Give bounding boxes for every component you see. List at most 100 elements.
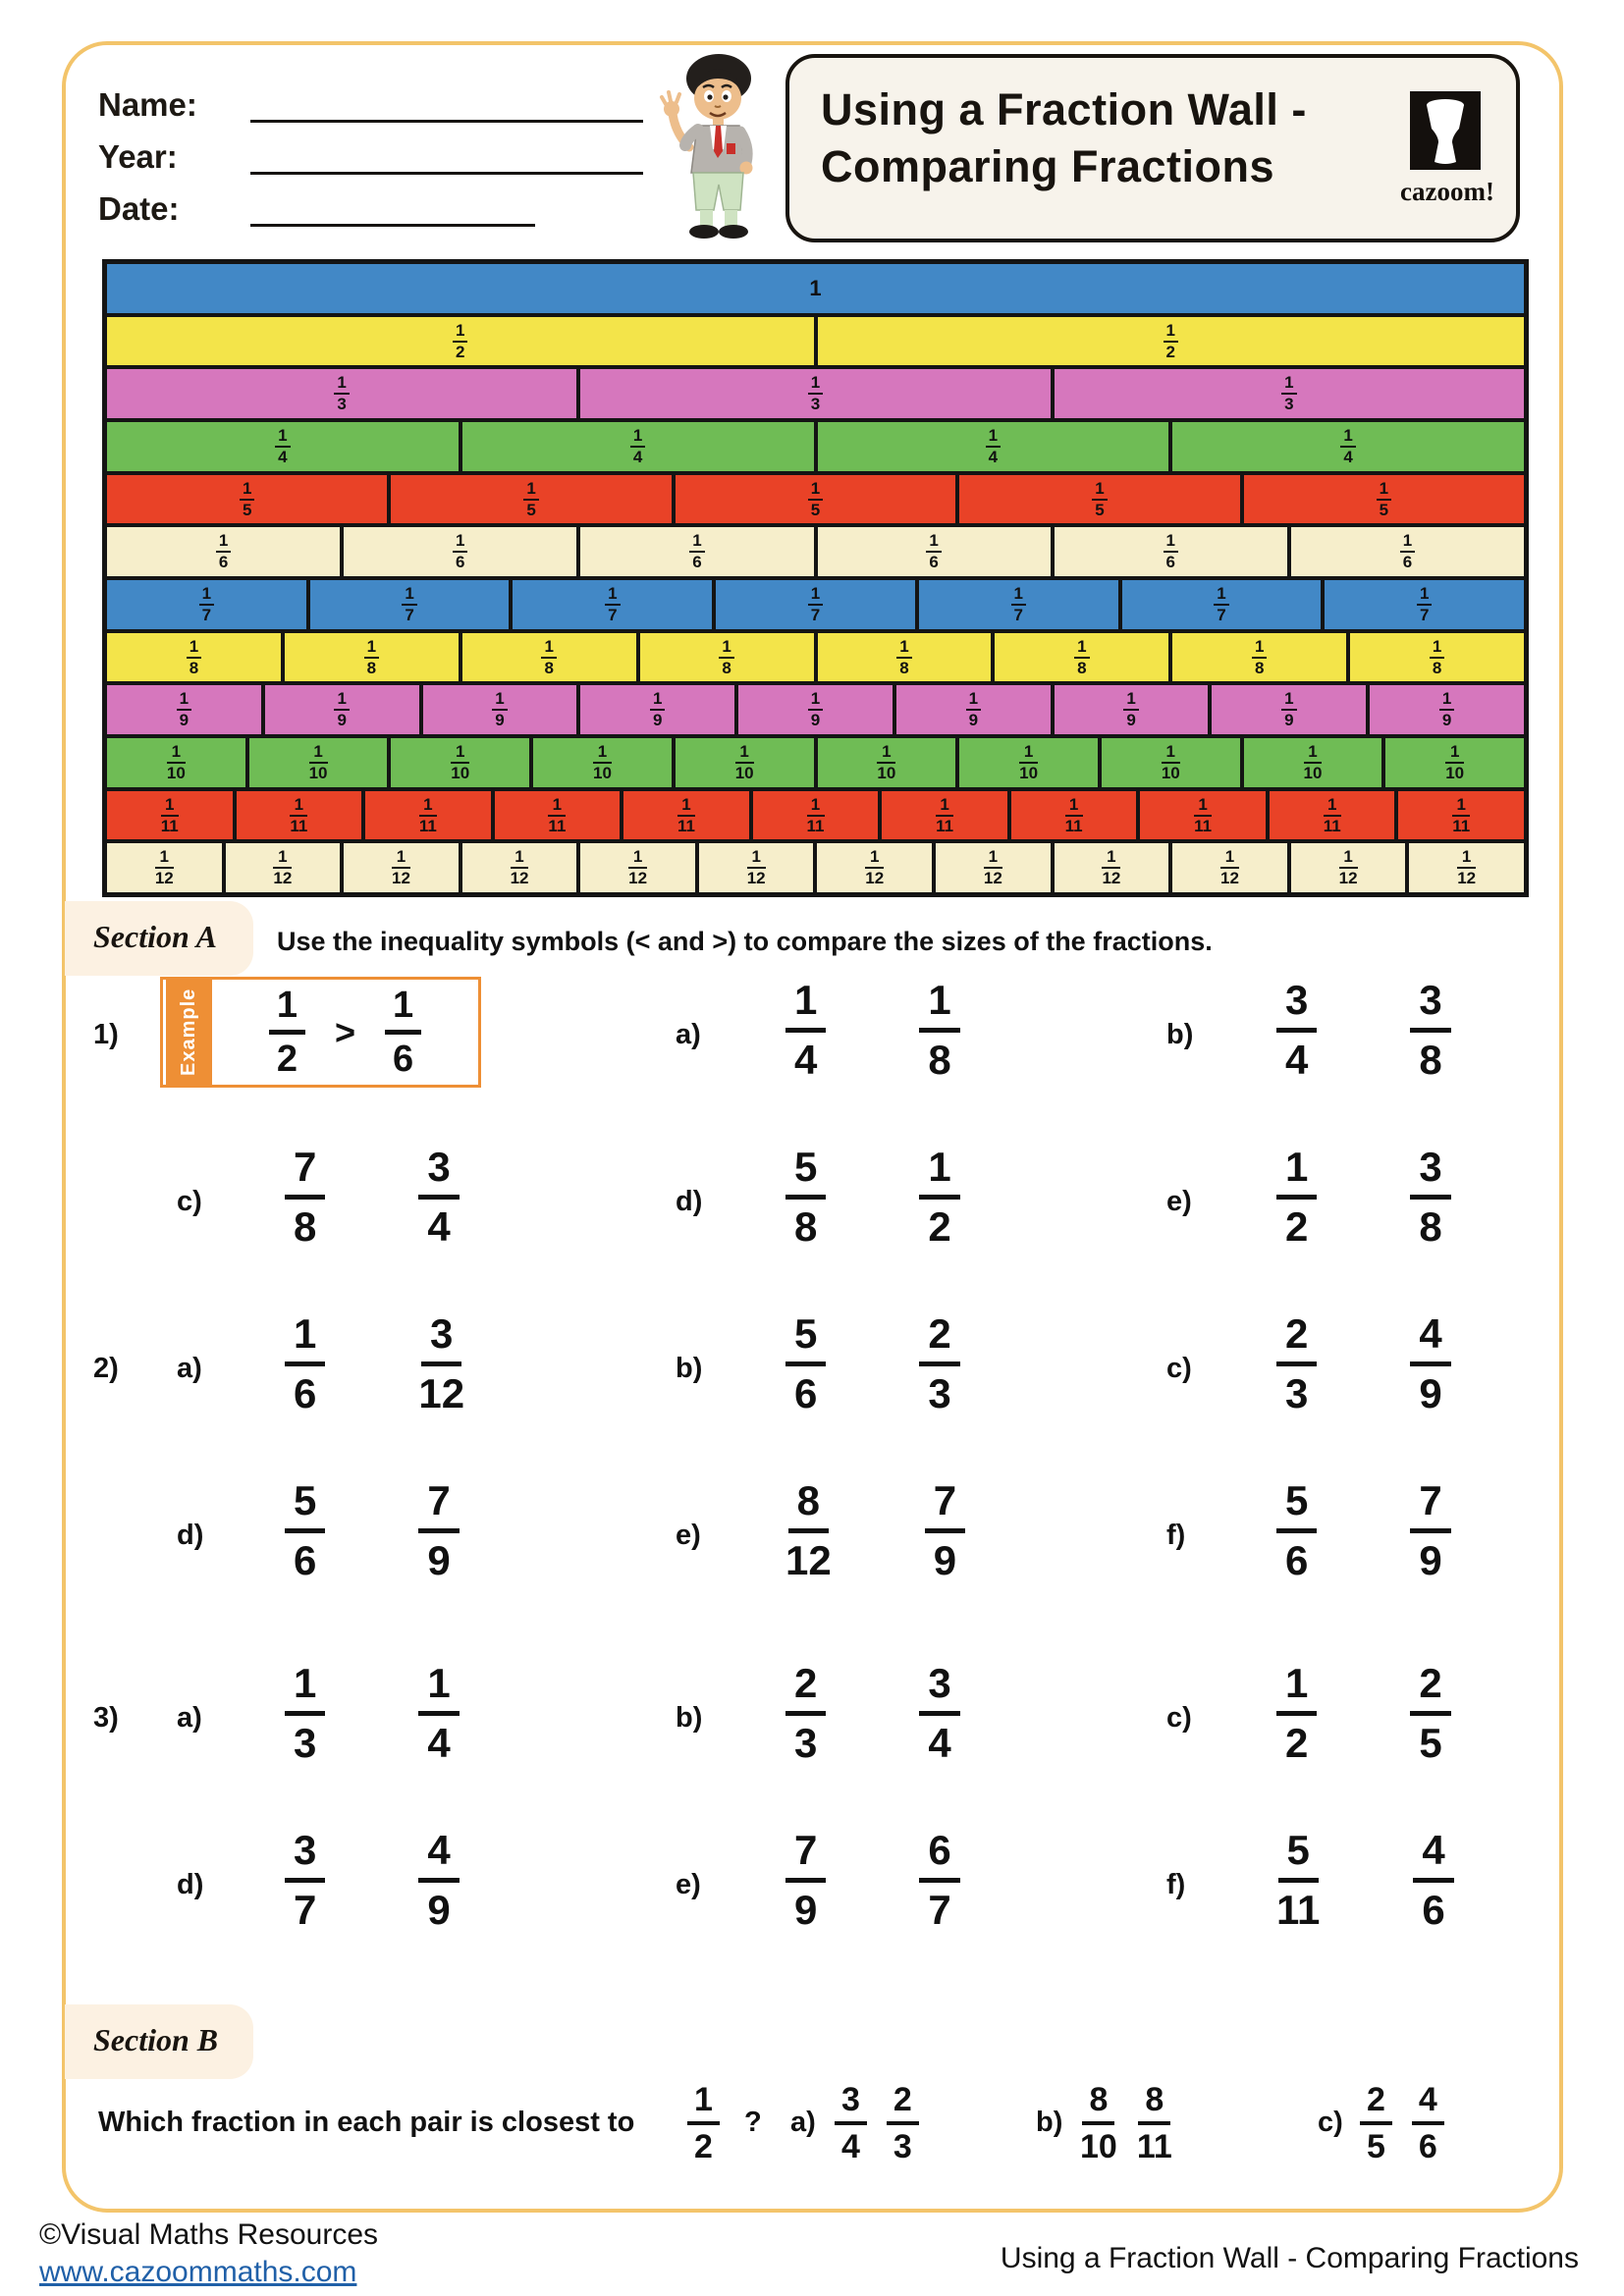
wall-fraction-denominator: 7	[405, 605, 414, 624]
problem-number: 1)	[93, 1019, 119, 1050]
problem-letter: f)	[1166, 1869, 1186, 1900]
wall-fraction-denominator: 2	[1165, 342, 1175, 361]
fraction-denominator: 4	[841, 2128, 860, 2165]
problem-row: 1) Example 1 2 >1 6 a) 1 4 1 8 b) 3 4 3 8	[0, 977, 1624, 1095]
wall-fraction-numerator: 1	[391, 848, 410, 870]
wall-cell: 1 11	[105, 788, 235, 842]
wall-fraction-denominator: 11	[806, 816, 825, 835]
wall-fraction-numerator: 1	[1214, 585, 1229, 606]
name-field-line[interactable]	[250, 120, 643, 123]
wall-cell: 1 12	[105, 841, 224, 895]
wall-row-12: 1 12 1 12 1 12 1 12 1 12 1 12 1 12 1 12 1 12 1 12 1 12 1 12	[105, 841, 1526, 895]
example-box: Example 1 2 >1 6	[160, 977, 481, 1088]
title-line1: Using a Fraction Wall -	[821, 84, 1307, 134]
wall-fraction-denominator: 12	[1102, 869, 1121, 888]
wall-fraction-denominator: 5	[1379, 500, 1389, 519]
wall-cell: 1 12	[1407, 841, 1526, 895]
wall-fraction-numerator: 1	[806, 795, 825, 817]
fraction-numerator: 8	[1138, 2083, 1171, 2125]
wall-label-fraction: 1 10	[734, 743, 754, 782]
wall-fraction-numerator: 1	[215, 532, 232, 554]
wall-label-fraction: 1 10	[166, 743, 186, 782]
wall-fraction-numerator: 1	[719, 637, 734, 659]
fraction-denominator: 6	[393, 1039, 414, 1080]
fraction-numerator: 3	[835, 2083, 867, 2125]
year-field-line[interactable]	[250, 172, 643, 175]
wall-fraction-numerator: 1	[807, 585, 824, 606]
problem-letter: c)	[1166, 1353, 1192, 1384]
wall-fraction-numerator: 1	[1194, 795, 1213, 817]
wall-label-fraction: 1 11	[1323, 795, 1341, 835]
example-content: 1 2 >1 6	[212, 980, 478, 1085]
wall-fraction-denominator: 8	[1077, 658, 1087, 677]
wall-fraction-numerator: 1	[1074, 637, 1090, 659]
fraction-denominator: 4	[1285, 1037, 1309, 1083]
wall-cell: 1 12	[934, 841, 1053, 895]
wall-fraction-denominator: 11	[677, 816, 695, 835]
wall-fraction-denominator: 9	[337, 711, 347, 730]
wall-fraction-numerator: 1	[1251, 637, 1268, 659]
footer-website-link[interactable]: www.cazoommaths.com	[39, 2256, 357, 2288]
wall-fraction-numerator: 1	[865, 848, 885, 870]
wall-label-fraction: 1 12	[628, 848, 648, 887]
wall-fraction-numerator: 1	[453, 321, 468, 343]
fraction-numerator: 3	[1276, 980, 1318, 1033]
wall-fraction-denominator: 10	[593, 763, 612, 782]
wall-fraction-numerator: 1	[510, 848, 529, 870]
date-field-line[interactable]	[250, 224, 535, 227]
wall-fraction-numerator: 1	[628, 848, 648, 870]
wall-cell: 1 12	[578, 841, 697, 895]
wall-fraction-numerator: 1	[492, 690, 508, 712]
wall-fraction-denominator: 12	[1457, 869, 1477, 888]
fraction-denominator: 10	[1080, 2128, 1117, 2165]
fraction-pair: 8 12 7 9	[785, 1480, 966, 1581]
left-fraction: 8 10	[1080, 2083, 1117, 2163]
fraction-numerator: 8	[787, 1480, 830, 1533]
wall-fraction-numerator: 1	[1019, 743, 1039, 764]
wall-fraction-numerator: 1	[1429, 637, 1445, 659]
wall-cell: 1 10	[815, 736, 958, 789]
fraction-denominator: 8	[1419, 1037, 1442, 1083]
wall-fraction-denominator: 12	[391, 869, 410, 888]
wall-fraction-denominator: 12	[510, 869, 529, 888]
wall-fraction-denominator: 2	[456, 342, 465, 361]
fraction-numerator: 7	[418, 1480, 460, 1533]
wall-fraction-denominator: 10	[166, 763, 186, 782]
fraction-numerator: 3	[1410, 1147, 1451, 1200]
section-b-question-row: Which fraction in each pair is closest t…	[0, 2079, 1624, 2177]
wall-fraction-denominator: 12	[983, 869, 1002, 888]
wall-fraction-denominator: 8	[722, 658, 731, 677]
fraction-denominator: 2	[928, 1203, 951, 1250]
wall-fraction-denominator: 7	[1013, 605, 1023, 624]
wall-fraction-denominator: 3	[810, 395, 821, 414]
